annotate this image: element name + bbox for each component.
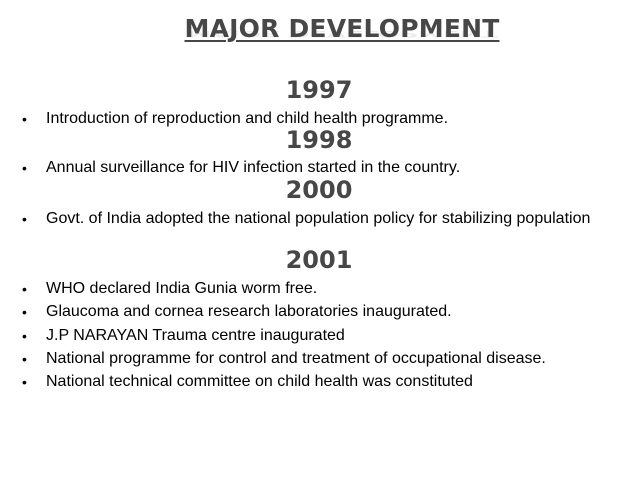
bullet-icon: • bbox=[22, 281, 27, 297]
bullet-icon: • bbox=[22, 304, 27, 320]
list-item: • Glaucoma and cornea research laborator… bbox=[22, 303, 622, 321]
bullet-icon: • bbox=[22, 351, 27, 367]
year-label: 2000 bbox=[285, 176, 353, 204]
list-item-text: J.P NARAYAN Trauma centre inaugurated bbox=[46, 327, 345, 344]
list-item: • National technical committee on child … bbox=[22, 373, 622, 391]
list-item-text: National programme for control and treat… bbox=[46, 350, 546, 367]
bullet-icon: • bbox=[22, 211, 27, 227]
year-heading-2001: 2001 bbox=[0, 246, 638, 274]
list-item-text: Glaucoma and cornea research laboratorie… bbox=[46, 303, 452, 320]
slide-title: MAJOR DEVELOPMENT bbox=[184, 14, 500, 43]
year-label: 1998 bbox=[285, 126, 353, 154]
list-item: • Govt. of India adopted the national po… bbox=[22, 210, 602, 228]
list-item-text: Govt. of India adopted the national popu… bbox=[46, 210, 591, 227]
list-item: • WHO declared India Gunia worm free. bbox=[22, 280, 622, 298]
list-item: • Introduction of reproduction and child… bbox=[22, 110, 622, 128]
list-item-text: Introduction of reproduction and child h… bbox=[46, 110, 449, 127]
list-item: • J.P NARAYAN Trauma centre inaugurated bbox=[22, 327, 622, 345]
year-heading-1998: 1998 bbox=[0, 126, 638, 154]
list-item: • Annual surveillance for HIV infection … bbox=[22, 159, 622, 177]
year-heading-1997: 1997 bbox=[0, 76, 638, 104]
year-label: 2001 bbox=[285, 246, 353, 274]
bullet-icon: • bbox=[22, 328, 27, 344]
list-item-text: National technical committee on child he… bbox=[46, 373, 473, 390]
list-item-text: Annual surveillance for HIV infection st… bbox=[46, 159, 461, 176]
list-item: • National programme for control and tre… bbox=[22, 350, 622, 368]
bullet-icon: • bbox=[22, 111, 27, 127]
list-item-text: WHO declared India Gunia worm free. bbox=[46, 280, 318, 297]
year-label: 1997 bbox=[285, 76, 353, 104]
year-heading-2000: 2000 bbox=[0, 176, 638, 204]
bullet-icon: • bbox=[22, 374, 27, 390]
bullet-icon: • bbox=[22, 160, 27, 176]
